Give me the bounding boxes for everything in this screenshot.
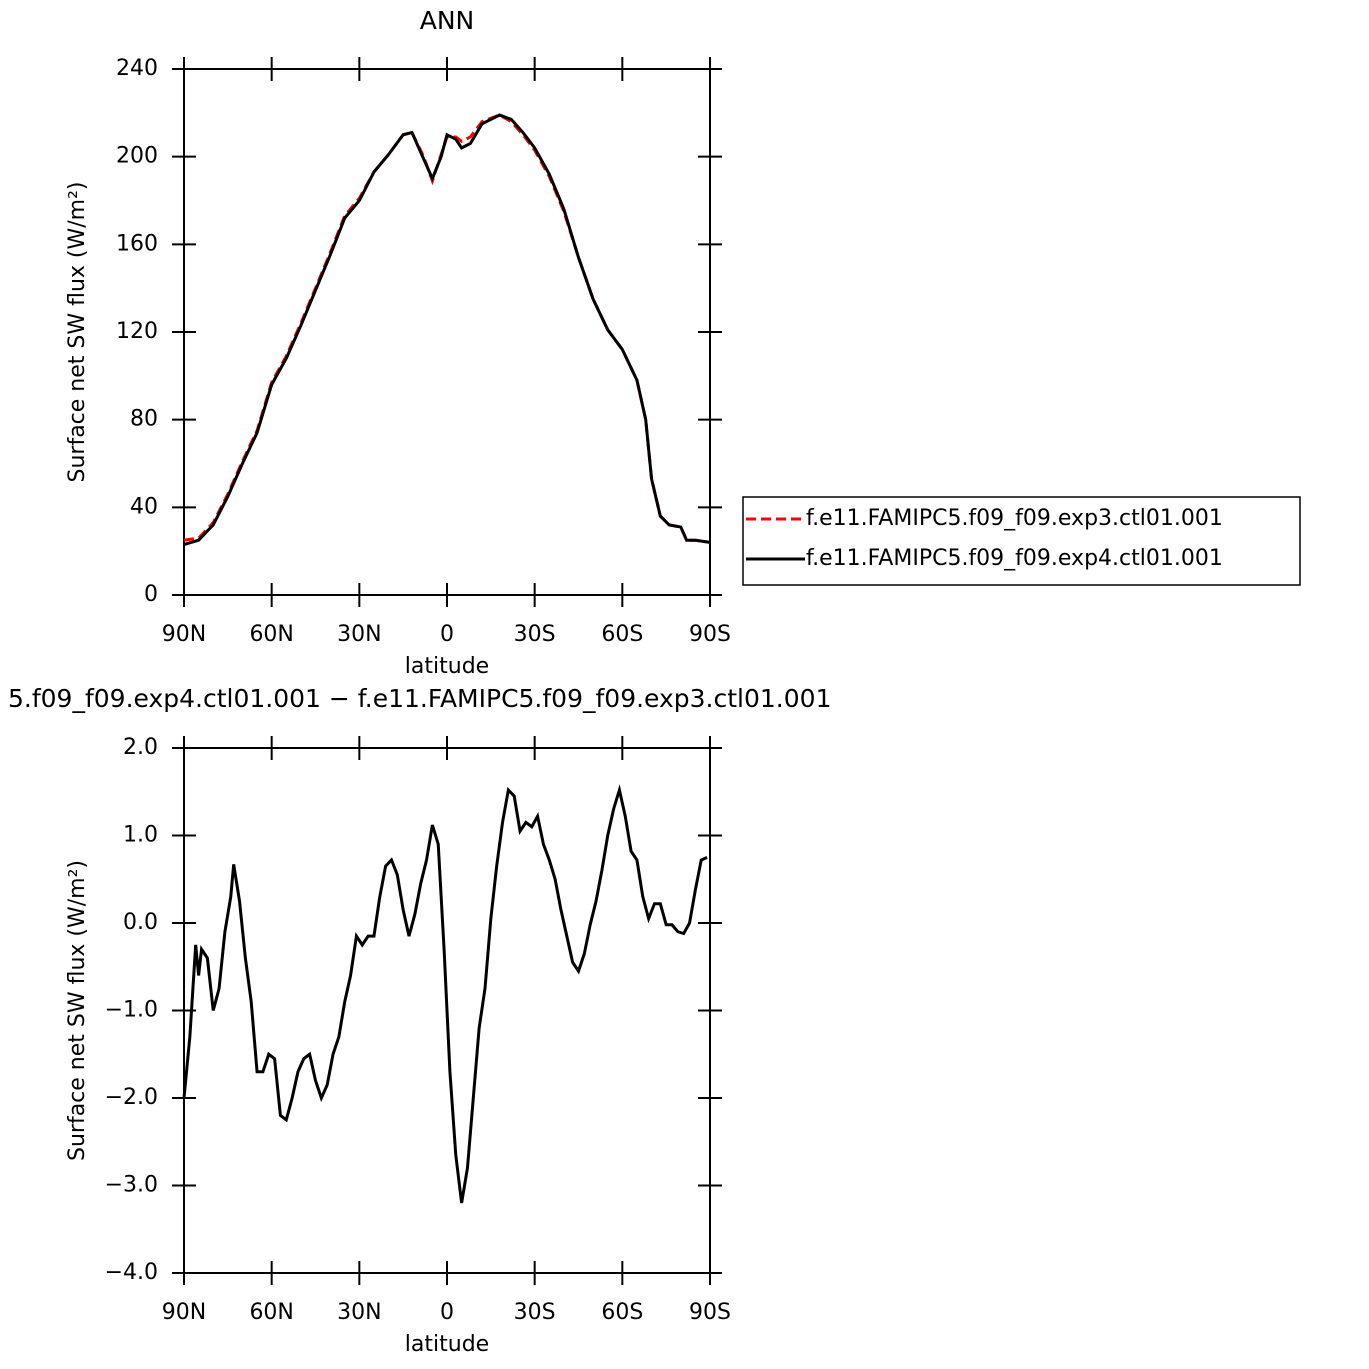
x-tick-label: 90S	[689, 622, 731, 647]
data-line	[183, 113, 711, 544]
chart-title: ANN	[420, 6, 475, 35]
y-tick-label: −2.0	[105, 1085, 158, 1110]
y-tick-label: 40	[130, 494, 158, 519]
y-tick-label: 1.0	[123, 823, 158, 848]
x-axis-label: latitude	[405, 1332, 489, 1357]
y-tick-label: −4.0	[105, 1260, 158, 1285]
x-tick-label: 30N	[337, 1300, 381, 1325]
x-tick-label: 60S	[601, 1300, 643, 1325]
data-line	[183, 113, 711, 547]
data-line	[182, 784, 708, 1204]
y-tick-label: −3.0	[105, 1173, 158, 1198]
chart-title: 5.f09_f09.exp4.ctl01.001 − f.e11.FAMIPC5…	[8, 684, 831, 713]
y-tick-label: 120	[116, 319, 158, 344]
x-axis-label: latitude	[405, 654, 489, 679]
x-tick-label: 30N	[337, 622, 381, 647]
x-tick-label: 60S	[601, 622, 643, 647]
y-tick-label: 0.0	[123, 910, 158, 935]
x-tick-label: 0	[440, 622, 454, 647]
legend-label: f.e11.FAMIPC5.f09_f09.exp4.ctl01.001	[806, 546, 1223, 571]
x-tick-label: 90S	[689, 1300, 731, 1325]
x-tick-label: 90N	[162, 622, 206, 647]
plot-frame	[183, 68, 711, 596]
y-tick-label: −1.0	[105, 998, 158, 1023]
y-tick-label: 160	[116, 231, 158, 256]
x-tick-label: 0	[440, 1300, 454, 1325]
y-tick-label: 200	[116, 144, 158, 169]
x-tick-label: 30S	[514, 1300, 556, 1325]
x-tick-label: 60N	[249, 622, 293, 647]
x-tick-label: 30S	[514, 622, 556, 647]
y-tick-label: 80	[130, 407, 158, 432]
y-tick-label: 240	[116, 56, 158, 81]
plot-frame	[183, 747, 711, 1274]
y-axis-label: Surface net SW flux (W/m²)	[65, 181, 90, 482]
x-tick-label: 60N	[249, 1300, 293, 1325]
y-axis-label: Surface net SW flux (W/m²)	[65, 860, 90, 1161]
x-tick-label: 90N	[162, 1300, 206, 1325]
y-tick-label: 0	[144, 582, 158, 607]
legend-label: f.e11.FAMIPC5.f09_f09.exp3.ctl01.001	[806, 506, 1223, 531]
y-tick-label: 2.0	[123, 735, 158, 760]
legend-box	[742, 496, 1301, 586]
